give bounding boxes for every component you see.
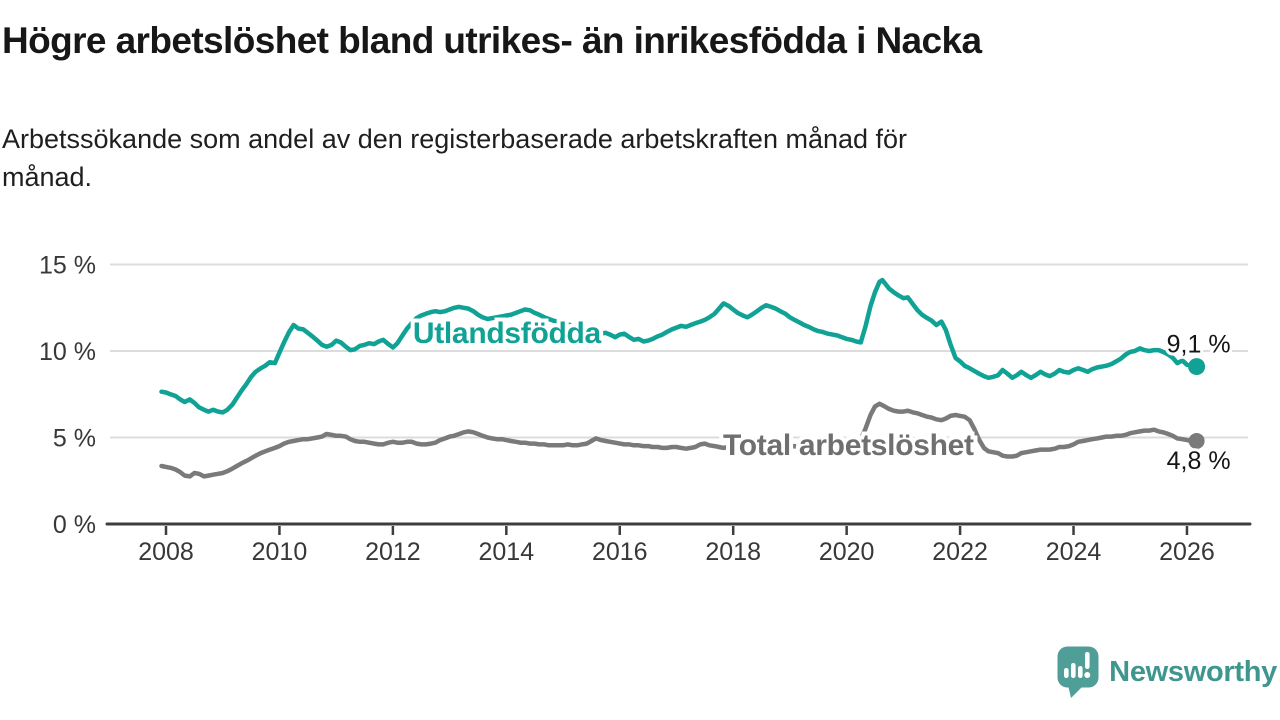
x-tick-label-2020: 2020: [819, 538, 875, 566]
series-end-dot-total: [1188, 432, 1205, 449]
end-value-label-foreign-born: 9,1 %: [1167, 331, 1231, 359]
x-tick-label-2014: 2014: [479, 538, 535, 566]
x-tick-label-2018: 2018: [705, 538, 761, 566]
newsworthy-brand-name: Newsworthy: [1109, 655, 1277, 688]
x-tick-label-2022: 2022: [932, 538, 988, 566]
y-tick-label-5pct: 5 %: [53, 425, 96, 453]
x-tick-label-2010: 2010: [252, 538, 308, 566]
x-tick-label-2008: 2008: [138, 538, 194, 566]
series-end-dot-foreign-born: [1188, 358, 1206, 376]
chart-title: Högre arbetslöshet bland utrikes- än inr…: [2, 20, 982, 61]
x-tick-label-2024: 2024: [1046, 538, 1102, 566]
series-label-foreign-born: Utlandsfödda: [413, 317, 602, 350]
x-tick-label-2026: 2026: [1159, 538, 1215, 566]
series-line-foreign-born: [159, 277, 1199, 415]
chart-subtitle-line-1: Arbetssökande som andel av den registerb…: [2, 124, 908, 154]
y-tick-label-10pct: 10 %: [39, 338, 96, 366]
y-tick-label-15pct: 15 %: [39, 252, 96, 280]
chart-subtitle-line-2: månad.: [2, 162, 93, 192]
newsworthy-logo: Newsworthy: [1056, 645, 1277, 699]
end-value-label-total: 4,8 %: [1167, 447, 1231, 475]
chart-subtitle: Arbetssökande som andel av den registerb…: [2, 120, 1212, 196]
y-tick-label-0pct: 0 %: [53, 511, 96, 539]
series-line-total: [159, 401, 1199, 479]
newsworthy-speech-bubble-chart-icon: [1057, 646, 1099, 698]
series-label-total: Total arbetslöshet: [723, 429, 974, 462]
x-tick-label-2012: 2012: [365, 538, 421, 566]
x-tick-label-2016: 2016: [592, 538, 648, 566]
